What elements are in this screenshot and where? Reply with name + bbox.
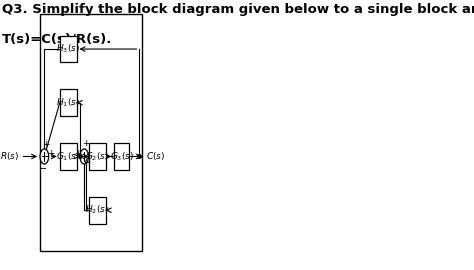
Text: +: + [46,149,54,158]
Bar [60,89,77,116]
Text: +: + [82,139,89,148]
Text: +: + [74,149,82,158]
Text: $G_3(s)$: $G_3(s)$ [109,150,134,163]
Text: +: + [42,140,49,149]
Text: $R(s)$: $R(s)$ [0,150,19,163]
Text: Q3. Simplify the block diagram given below to a single block and find the transf: Q3. Simplify the block diagram given bel… [2,4,474,16]
Text: $G_2(s)$: $G_2(s)$ [85,150,109,163]
Text: −: − [39,164,47,174]
Text: $C(s)$: $C(s)$ [146,150,165,163]
Text: $H_1(s)$: $H_1(s)$ [56,96,80,109]
Bar [114,143,129,170]
Text: $H_2(s)$: $H_2(s)$ [85,204,109,217]
Bar [40,14,143,251]
Bar [89,143,106,170]
Text: $G_1(s)$: $G_1(s)$ [56,150,80,163]
Bar [60,36,77,62]
Text: $H_3(s)$: $H_3(s)$ [56,43,80,55]
Text: T(s)=C(s)/R(s).: T(s)=C(s)/R(s). [2,33,113,46]
Circle shape [40,149,49,164]
Circle shape [80,149,89,164]
Bar [89,197,106,224]
Bar [60,143,77,170]
